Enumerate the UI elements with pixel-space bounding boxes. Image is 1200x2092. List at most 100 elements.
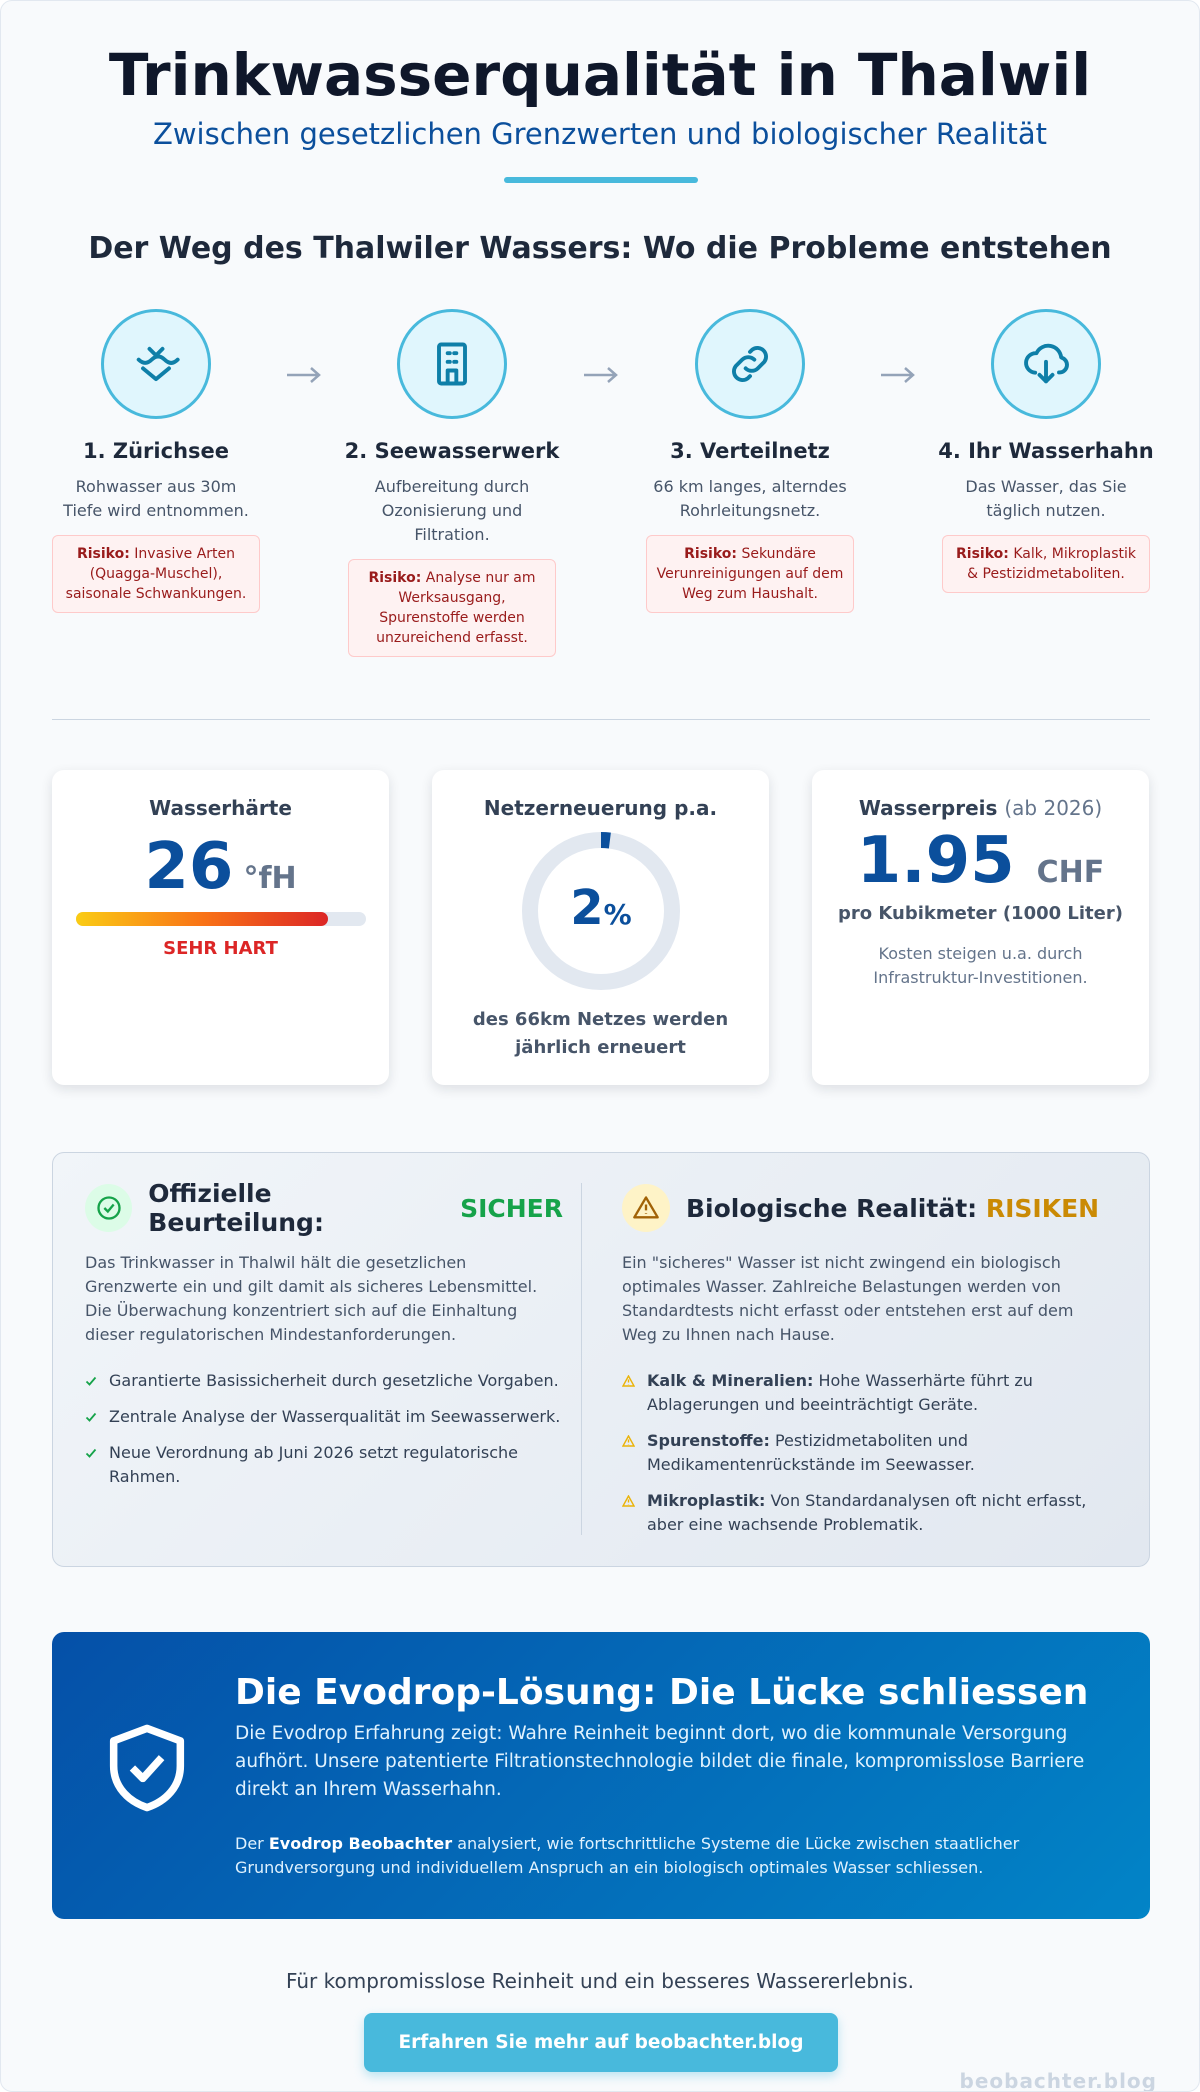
step-icon [695, 309, 805, 419]
step: 3. Verteilnetz 66 km langes, alterndes Ro… [630, 309, 870, 613]
price-caption: pro Kubikmeter (1000 Liter) [838, 903, 1123, 924]
point-text: Pestizidmetaboliten und Medikamentenrück… [647, 1431, 975, 1474]
point-text: Von Standardanalysen oft nicht erfasst, … [647, 1491, 1087, 1534]
cta-button[interactable]: Erfahren Sie mehr auf beobachter.blog [364, 2013, 838, 2072]
step-title: 4. Ihr Wasserhahn [938, 439, 1154, 463]
hardness-value-row: 26 °fH [52, 830, 389, 904]
risk-text: Invasive Arten (Quagga-Muschel), saisona… [65, 546, 247, 602]
hardness-card: Wasserhärte 26 °fH SEHR HART [52, 770, 389, 1085]
point-body: Mikroplastik: Von Standardanalysen oft n… [647, 1489, 1100, 1537]
step: 4. Ihr Wasserhahn Das Wasser, das Sie täg… [926, 309, 1166, 593]
risk-label: Risiko: [956, 546, 1009, 562]
risk-label: Risiko: [368, 570, 422, 586]
hardness-fill [75, 912, 328, 926]
arrow [581, 363, 621, 391]
step: 2. Seewasserwerk Aufbereitung durch Ozoni… [332, 309, 572, 657]
price-title-note: (ab 2026) [1004, 796, 1103, 820]
step-icon [101, 309, 211, 419]
point: Zentrale Analyse der Wasserqualität im S… [85, 1405, 563, 1429]
card-title: Wasserpreis (ab 2026) [812, 796, 1149, 820]
point-label: Kalk & Mineralien: [647, 1371, 814, 1390]
verdict: RISIKEN [985, 1193, 1100, 1223]
shield-icon [109, 1724, 185, 1812]
arrow [284, 363, 324, 391]
price-value: 1.95 [856, 824, 1015, 898]
renewal-card: Netzerneuerung p.a. 2% des 66km Netzes w… [432, 770, 769, 1085]
solution: Die Evodrop-Lösung: Die Lücke schliessen… [52, 1632, 1150, 1919]
solution-title: Die Evodrop-Lösung: Die Lücke schliessen [235, 1672, 1089, 1713]
step-title: 1. Zürichsee [82, 439, 229, 463]
point-body: Spurenstoffe: Pestizidmetaboliten und Me… [647, 1429, 1100, 1477]
arrow [878, 363, 918, 391]
price-unit: CHF [1036, 855, 1105, 890]
icon [1024, 343, 1069, 384]
risk-text: Analyse nur am Werksausgang, Spurenstoff… [376, 570, 536, 646]
journey-heading: Der Weg des Thalwiler Wassers: Wo die Pr… [88, 231, 1112, 266]
note-text: Der [235, 1834, 264, 1853]
step-icon [397, 309, 507, 419]
solution-text: Die Evodrop Erfahrung zeigt: Wahre Reinh… [235, 1723, 1085, 1800]
price-card: Wasserpreis (ab 2026) 1.95 CHF pro Kubikm… [812, 770, 1149, 1085]
official-text: Das Trinkwasser in Thalwil hält die gese… [85, 1253, 538, 1344]
step: 1. Zürichsee Rohwasser aus 30m Tiefe wird… [36, 309, 276, 613]
risk-box: Risiko: Sekundäre Verunreinigungen auf d… [646, 535, 854, 613]
watermark: beobachter.blog [959, 2069, 1157, 2092]
point-label: Mikroplastik: [647, 1491, 766, 1510]
risk-box: Risiko: Analyse nur am Werksausgang, Spu… [348, 559, 556, 657]
point: Garantierte Basissicherheit durch gesetz… [85, 1369, 563, 1393]
official-icon [85, 1184, 133, 1232]
hardness-unit: °fH [243, 861, 297, 896]
point-text: Garantierte Basissicherheit durch gesetz… [109, 1371, 559, 1390]
risk-box: Risiko: Kalk, Mikroplastik & Pestizidmet… [942, 535, 1150, 593]
card-title: Wasserhärte [149, 796, 292, 820]
step-title: 3. Verteilnetz [670, 439, 830, 463]
price-title: Wasserpreis [858, 796, 998, 820]
separator [52, 719, 1150, 720]
card-title: Netzerneuerung p.a. [483, 796, 718, 820]
risk-text: Sekundäre Verunreinigungen auf dem Weg z… [656, 546, 844, 602]
price-value-row: 1.95 CHF [812, 824, 1149, 898]
risk-box: Risiko: Invasive Arten (Quagga-Muschel),… [52, 535, 260, 613]
hardness-value: 26 [144, 830, 234, 904]
risk-label: Risiko: [684, 546, 737, 562]
icon [136, 346, 180, 382]
point: Mikroplastik: Von Standardanalysen oft n… [622, 1489, 1100, 1537]
column-divider [581, 1183, 582, 1535]
note-text: analysiert, wie fortschrittliche Systeme… [235, 1834, 1020, 1877]
biological-icon [622, 1184, 670, 1232]
step-icon [991, 309, 1101, 419]
hardness-rating: SEHR HART [163, 938, 278, 959]
point: Kalk & Mineralien: Hohe Wasserhärte führ… [622, 1369, 1100, 1417]
point-body: Kalk & Mineralien: Hohe Wasserhärte führ… [647, 1369, 1100, 1417]
point: Spurenstoffe: Pestizidmetaboliten und Me… [622, 1429, 1100, 1477]
biological-text: Ein "sicheres" Wasser ist nicht zwingend… [622, 1253, 1074, 1344]
point-text: Hohe Wasserhärte führt zu Ablagerungen u… [647, 1371, 1033, 1414]
point-label: Spurenstoffe: [647, 1431, 770, 1450]
official-heading: Offizielle Beurteilung: SICHER [85, 1179, 563, 1237]
step-title: 2. Seewasserwerk [344, 439, 560, 463]
heading-text: Offizielle Beurteilung: [148, 1179, 324, 1237]
brand: Evodrop Beobachter [268, 1834, 453, 1853]
solution-note: Der Evodrop Beobachter analysiert, wie f… [235, 1832, 1095, 1880]
subtitle: Zwischen gesetzlichen Grenzwerten und bi… [152, 117, 1048, 151]
hardness-track [75, 912, 366, 926]
official-column: Offizielle Beurteilung: SICHER Das Trink… [85, 1179, 563, 1501]
biological-column: Biologische Realität: RISIKEN Ein "siche… [622, 1183, 1100, 1549]
point: Neue Verordnung ab Juni 2026 setzt regul… [85, 1441, 563, 1489]
biological-heading: Biologische Realität: RISIKEN [622, 1183, 1100, 1233]
step-text: Aufbereitung durch Ozonisierung und Filt… [374, 477, 530, 544]
renewal-donut: 2% [521, 832, 680, 990]
renewal-caption: des 66km Netzes werden jährlich erneuert [472, 1009, 729, 1058]
step-text: Das Wasser, das Sie täglich nutzen. [965, 477, 1127, 520]
step-text: 66 km langes, alterndes Rohrleitungsnetz… [653, 477, 847, 520]
comparison: Offizielle Beurteilung: SICHER Das Trink… [52, 1152, 1150, 1567]
title: Trinkwasserqualität in Thalwil [108, 41, 1092, 109]
biological-points: Kalk & Mineralien: Hohe Wasserhärte führ… [622, 1369, 1100, 1537]
title-underline [504, 177, 698, 183]
heading-text: Biologische Realität: [686, 1193, 978, 1223]
risk-label: Risiko: [76, 546, 130, 562]
tagline: Für kompromisslose Reinheit und ein bess… [285, 1969, 915, 1993]
official-points: Garantierte Basissicherheit durch gesetz… [85, 1369, 563, 1489]
risk-text: Kalk, Mikroplastik & Pestizidmetaboliten… [967, 546, 1136, 582]
